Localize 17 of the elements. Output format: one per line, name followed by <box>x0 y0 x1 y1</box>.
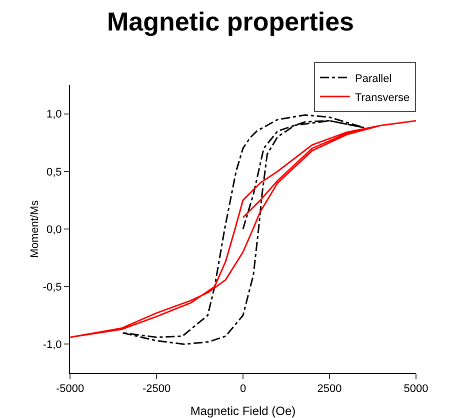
line-series <box>121 114 365 345</box>
x-tick-label: -5000 <box>56 383 84 396</box>
y-tick-label: 0,5 <box>46 166 62 178</box>
y-tick-label: 1,0 <box>46 108 62 121</box>
legend-label: Parallel <box>355 72 392 85</box>
y-axis-title: Moment/Ms <box>29 200 41 258</box>
chart-title: Magnetic properties <box>106 6 354 37</box>
x-tick-label: 5000 <box>404 383 428 396</box>
x-tick-label: 0 <box>240 383 246 396</box>
y-tick-label: 0,0 <box>46 224 62 236</box>
x-tick-label: 2500 <box>317 383 342 396</box>
y-tick-label: -1,0 <box>42 339 62 352</box>
x-axis-title: Magnetic Field (Oe) <box>190 404 296 418</box>
y-tick-label: -0,5 <box>42 281 62 294</box>
x-tick-label: -2500 <box>142 383 171 396</box>
legend-label: Transverse <box>355 92 410 104</box>
line-series <box>70 120 416 338</box>
